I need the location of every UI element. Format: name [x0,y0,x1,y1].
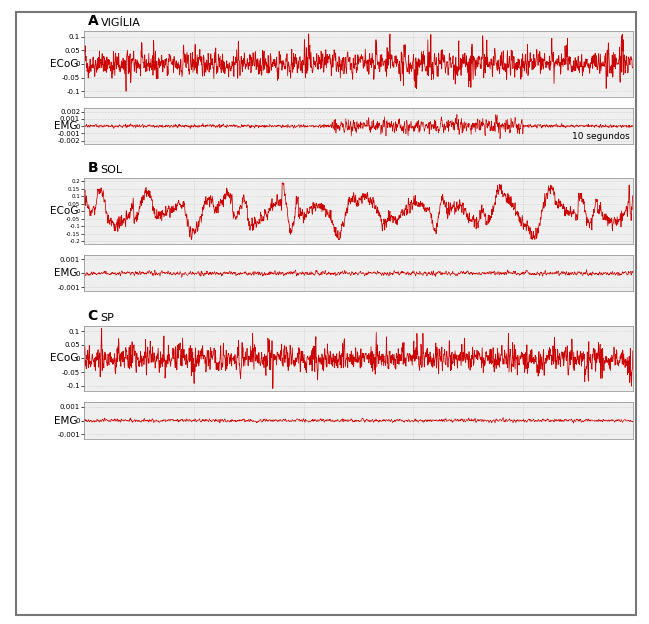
Text: ECoG: ECoG [49,59,78,69]
Text: ECoG: ECoG [49,206,78,217]
Text: EMG: EMG [55,268,78,278]
Text: EMG: EMG [55,416,78,426]
Text: SP: SP [101,313,114,323]
Text: B: B [88,162,98,175]
Text: VIGÍLIA: VIGÍLIA [101,18,140,28]
Text: C: C [88,309,98,323]
Text: A: A [88,14,99,28]
Text: ECoG: ECoG [49,353,78,364]
Text: 10 segundos: 10 segundos [572,132,630,141]
Text: SOL: SOL [101,165,123,175]
Text: EMG: EMG [55,121,78,131]
